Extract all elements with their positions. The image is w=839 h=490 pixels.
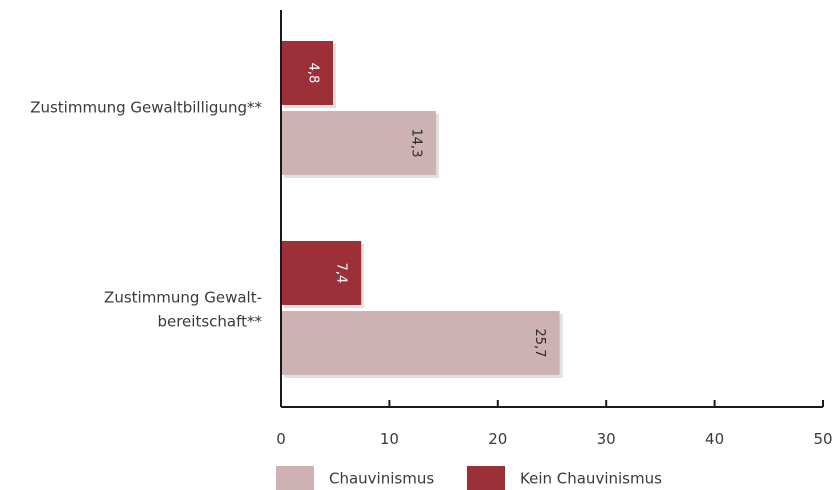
- category-label-1-line-0: Zustimmung Gewalt-: [104, 289, 262, 307]
- data-label-1-0: 7,4: [334, 263, 349, 284]
- category-labels: Zustimmung Gewaltbilligung** Zustimmung G…: [30, 99, 262, 331]
- x-tick-label-0: 0: [276, 430, 286, 448]
- axes-layer: [280, 10, 823, 408]
- legend-label-chauvinismus: Chauvinismus: [329, 470, 434, 488]
- x-tick-label-30: 30: [597, 430, 616, 448]
- data-label-0-0: 4,8: [306, 63, 321, 84]
- x-tick-label-40: 40: [705, 430, 724, 448]
- bar-chauvinismus-0: [281, 111, 437, 175]
- x-axis-ticks: 0 10 20 30 40 50: [276, 400, 833, 448]
- legend-swatch-kein-chauvinismus: [467, 466, 505, 490]
- bar-kein-chauvinismus-1: [281, 241, 362, 305]
- x-tick-label-50: 50: [813, 430, 832, 448]
- legend-swatch-chauvinismus: [276, 466, 314, 490]
- data-label-1-1: 25,7: [532, 329, 547, 358]
- category-label-0-line-0: Zustimmung Gewaltbilligung**: [30, 99, 262, 117]
- category-label-1-line-1: bereitschaft**: [157, 313, 262, 331]
- data-labels-layer: 4,8 14,3 7,4 25,7: [306, 63, 548, 358]
- data-label-0-1: 14,3: [409, 129, 424, 158]
- bar-chauvinismus-1: [281, 311, 560, 375]
- legend-label-kein-chauvinismus: Kein Chauvinismus: [520, 470, 662, 488]
- x-tick-label-10: 10: [380, 430, 399, 448]
- x-tick-label-20: 20: [488, 430, 507, 448]
- bars-layer: [281, 41, 563, 378]
- legend: Chauvinismus Kein Chauvinismus: [276, 466, 662, 490]
- bar-kein-chauvinismus-0: [281, 41, 334, 105]
